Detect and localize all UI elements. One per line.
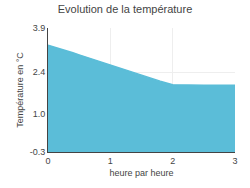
svg-text:0: 0	[45, 156, 50, 166]
svg-text:1.0: 1.0	[33, 109, 46, 119]
svg-text:2.4: 2.4	[33, 67, 46, 77]
svg-text:1: 1	[108, 156, 113, 166]
svg-text:2: 2	[170, 156, 175, 166]
svg-text:3.9: 3.9	[33, 23, 46, 33]
svg-text:heure par heure: heure par heure	[109, 168, 173, 178]
svg-text:-0.3: -0.3	[30, 147, 46, 157]
svg-text:Température en °C: Température en °C	[15, 52, 25, 128]
svg-text:Evolution de la température: Evolution de la température	[58, 3, 193, 15]
svg-text:3: 3	[232, 156, 237, 166]
